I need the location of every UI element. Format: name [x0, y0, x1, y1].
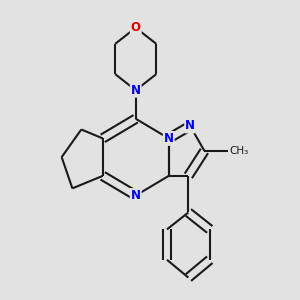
- Text: CH₃: CH₃: [230, 146, 249, 156]
- Text: N: N: [131, 189, 141, 202]
- Text: O: O: [131, 21, 141, 34]
- Text: N: N: [131, 84, 141, 97]
- Text: N: N: [164, 132, 174, 145]
- Text: N: N: [185, 119, 195, 132]
